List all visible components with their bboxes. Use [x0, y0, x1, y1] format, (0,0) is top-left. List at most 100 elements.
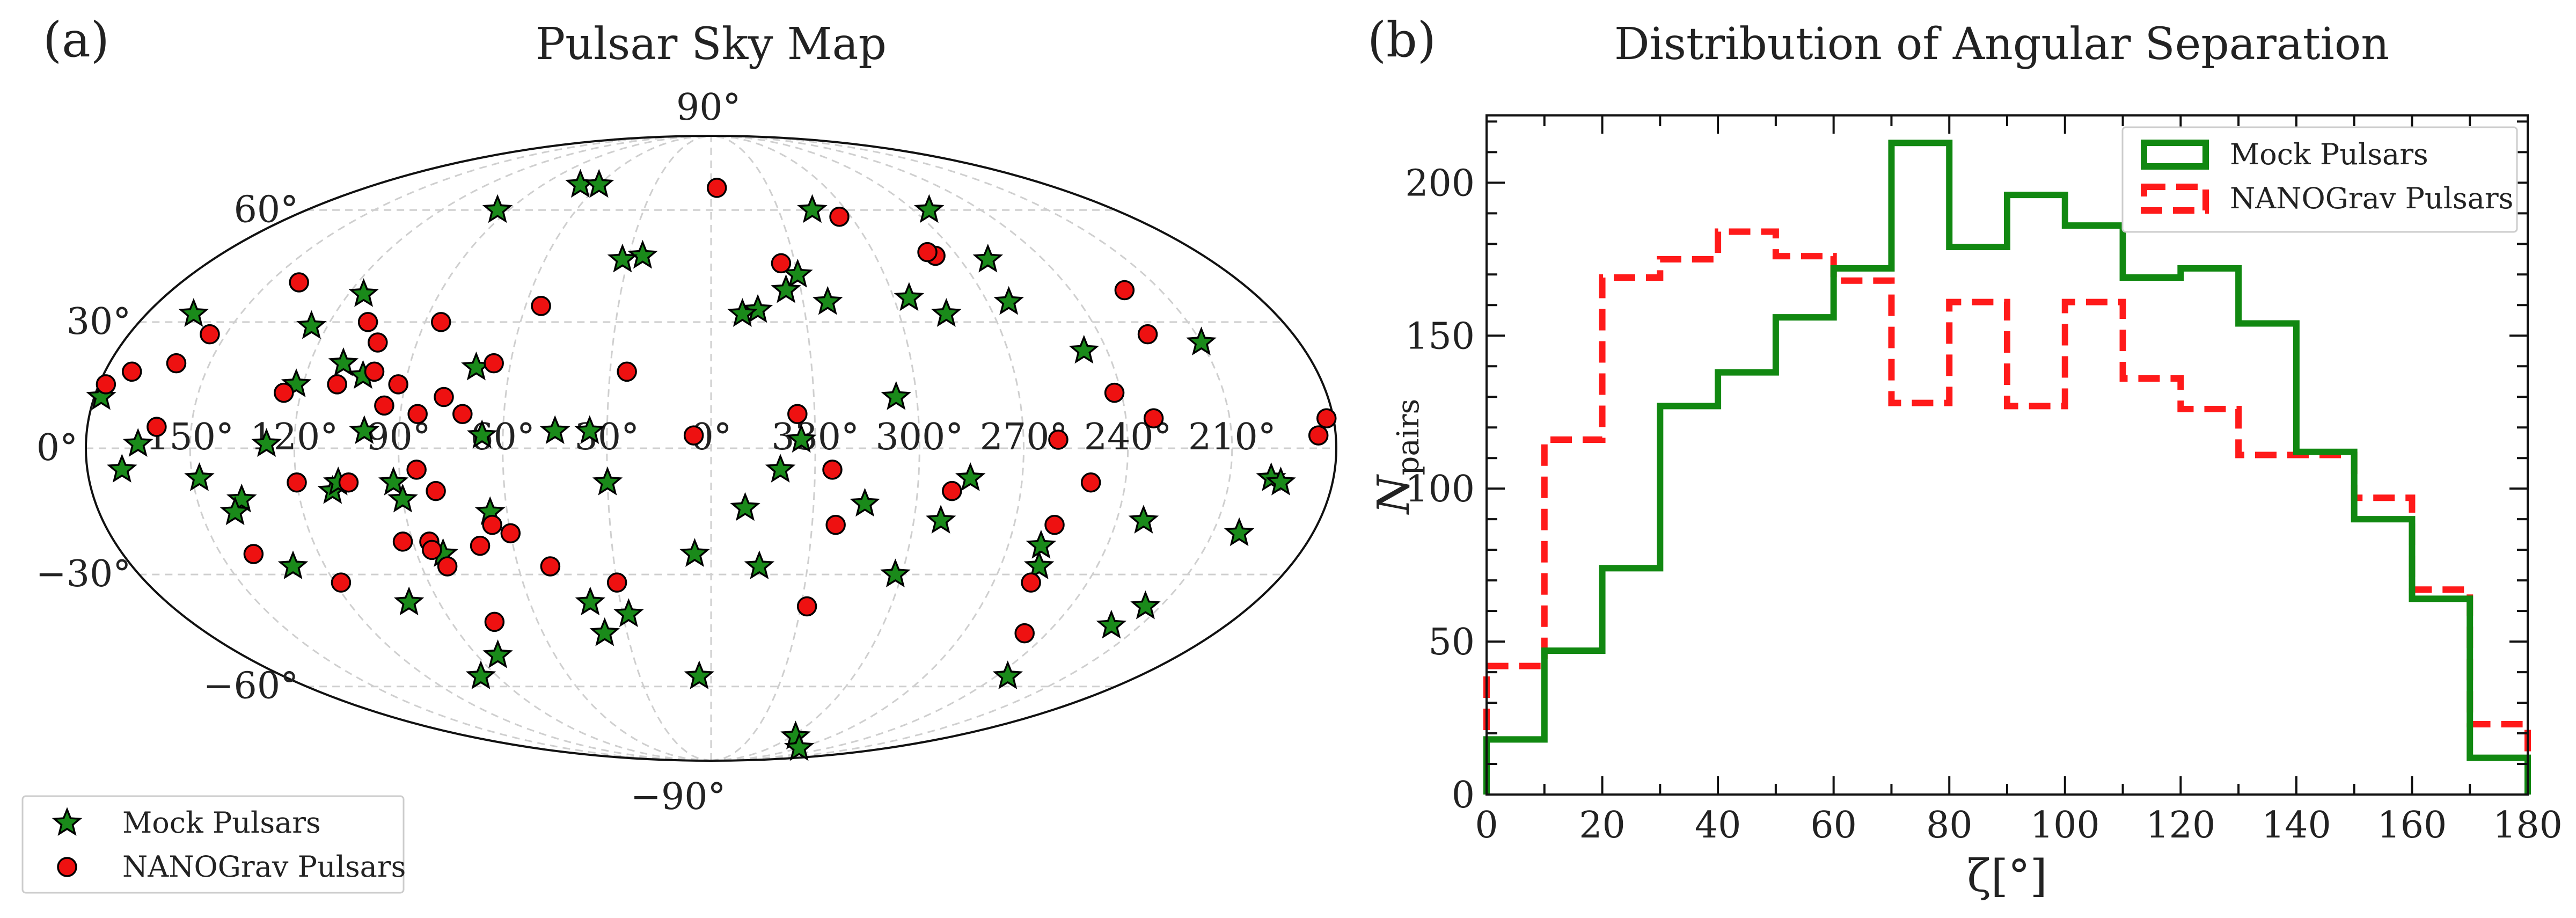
x-tick-label: 80: [1926, 804, 1973, 847]
nanograv-pulsar-point: [437, 556, 458, 577]
y-tick-label: 200: [1405, 162, 1475, 205]
mock-pulsar-point: [1265, 467, 1296, 496]
nanograv-pulsar-point: [617, 361, 637, 382]
nanograv-pulsar-point: [1048, 429, 1069, 450]
x-tick-label: 180: [2493, 804, 2563, 847]
longitude-tick-labels: 150° 120° 90° 60° 30° 0° 330° 300° 270° 240° 210°: [146, 416, 1276, 458]
latitude-tick-label: −30°: [36, 553, 131, 595]
mock-pulsar-point: [786, 424, 817, 453]
latitude-tick-label: 30°: [67, 301, 131, 343]
mock-pulsar-point: [589, 617, 620, 646]
mock-pulsar-point: [328, 347, 359, 376]
mock-pulsar-point: [482, 194, 513, 223]
latitude-tick-label: 60°: [234, 188, 299, 231]
nanograv-pulsar-point: [406, 460, 427, 480]
histogram-series: [1483, 140, 2531, 795]
nanograv-pulsar-point: [426, 480, 446, 501]
latitude-tick-label: 90°: [676, 86, 741, 129]
longitude-tick-label: 330°: [771, 416, 859, 458]
mock-pulsar-point: [613, 598, 644, 628]
nanograv-pulsar-point: [96, 374, 116, 395]
nanograv-pulsar-point: [289, 272, 309, 293]
hist-legend-swatch: [2141, 184, 2209, 214]
histogram-x-label: ζ[°]: [1967, 851, 2047, 902]
y-tick-label: 50: [1428, 621, 1475, 664]
mock-pulsar-point: [184, 462, 215, 491]
mock-pulsar-point: [277, 550, 309, 579]
nanograv-pulsar-point: [787, 404, 808, 425]
histogram-y-label-main: N: [1368, 473, 1419, 515]
mock-pulsar-point: [592, 467, 623, 496]
mock-pulsar-point: [881, 381, 911, 410]
nanograv-pulsar-point: [357, 312, 378, 332]
nanograv-pulsar-point: [771, 253, 792, 274]
mock-pulsar-point: [1186, 326, 1217, 356]
x-tick-label: 20: [1579, 804, 1626, 847]
mock-pulsar-point: [931, 298, 962, 327]
nanograv-pulsar-point: [388, 374, 408, 395]
nanograv-pulsar-point: [796, 596, 817, 617]
mock-pulsar-point: [992, 660, 1023, 689]
histogram-y-label: Npairs: [1368, 399, 1426, 515]
mock-pulsar-point: [925, 505, 956, 534]
sky-map-title: Pulsar Sky Map: [536, 19, 887, 70]
mock-pulsar-point: [539, 415, 570, 445]
nanograv-pulsar-point: [1137, 324, 1158, 345]
mock-pulsar-point: [880, 558, 911, 588]
mock-pulsar-point: [679, 538, 710, 567]
mock-pulsar-point: [393, 586, 425, 616]
nanograv-pulsar-point: [430, 312, 451, 332]
nanograv-pulsar-point: [364, 361, 385, 382]
mock-pulsar-point: [850, 487, 880, 517]
mock-pulsar-point: [627, 239, 658, 269]
mock-pulsar-point: [178, 298, 209, 327]
x-tick-label: 60: [1810, 804, 1857, 847]
sky-map-grid: [86, 135, 1336, 762]
mock-pulsar-point: [742, 294, 773, 323]
nanograv-pulsar-point: [374, 395, 394, 416]
panel-label-a: (a): [43, 12, 109, 68]
latitude-tick-label: −60°: [203, 665, 299, 708]
mock-pulsar-point: [348, 278, 379, 307]
x-tick-label: 120: [2146, 804, 2215, 847]
nanograv-pulsar-point: [1114, 280, 1135, 301]
mock-pulsar-point: [387, 483, 418, 513]
hist-legend-label: Mock Pulsars: [2230, 137, 2428, 171]
mock-pulsar-point: [378, 466, 409, 496]
mock-pulsar-point: [1023, 550, 1055, 579]
mock-pulsar-point: [583, 169, 614, 198]
latitude-tick-label: 0°: [36, 427, 78, 469]
nanograv-pulsar-point: [683, 425, 704, 446]
nanograv-pulsar-point: [917, 242, 938, 263]
nanograv-pulsar-point: [1143, 408, 1164, 428]
nanograv-pulsar-point: [1104, 382, 1125, 403]
nanograv-pulsar-point: [484, 353, 504, 374]
mock-pulsar-point: [465, 660, 496, 689]
x-tick-label: 40: [1695, 804, 1741, 847]
mock-pulsar-point: [993, 286, 1024, 315]
nanograv-pulsar-point: [331, 572, 352, 593]
nanograv-pulsar-point: [540, 556, 561, 577]
sky-legend-label: Mock Pulsars: [122, 806, 321, 840]
sky-map-legend: Mock Pulsars NANOGrav Pulsars: [21, 795, 406, 894]
nanograv-pulsar-point: [407, 404, 428, 425]
nanograv-pulsar-point: [392, 531, 413, 552]
nanograv-pulsar-point: [1316, 408, 1337, 428]
nanograv-pulsar-point: [1021, 572, 1041, 593]
mock-pulsar-point: [684, 660, 715, 689]
longitude-tick-label: 300°: [875, 416, 963, 458]
mock-pulsar-point: [914, 194, 945, 223]
nanograv-pulsar-point: [1308, 425, 1329, 446]
nanograv-pulsar-point: [452, 404, 473, 425]
nanograv-histogram-line: [1483, 228, 2531, 795]
nanograv-pulsar-point: [434, 387, 454, 407]
mock-pulsar-point: [955, 462, 986, 491]
mock-pulsar-point: [1069, 334, 1100, 364]
mock-pulsar-point: [784, 732, 815, 761]
latitude-tick-labels: 90° 60° 30° 0° −30° −60° −90°: [36, 86, 741, 818]
histogram-title: Distribution of Angular Separation: [1614, 19, 2389, 70]
mock-pulsar-point: [730, 492, 760, 521]
nanograv-pulsar-point: [825, 514, 846, 535]
histogram-legend: Mock Pulsars NANOGrav Pulsars: [2121, 126, 2518, 233]
